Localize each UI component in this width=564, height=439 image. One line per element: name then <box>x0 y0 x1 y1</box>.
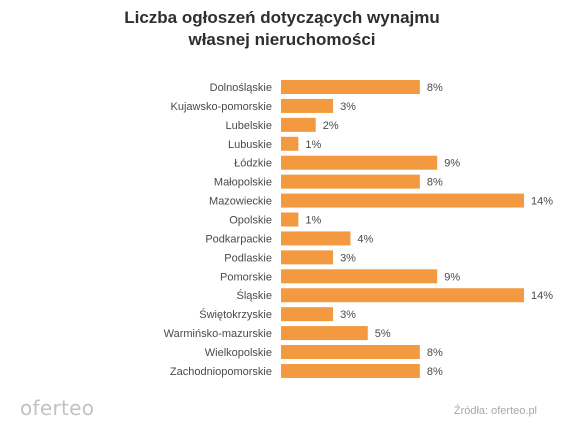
value-label: 14% <box>531 196 553 208</box>
category-label: Lubelskie <box>226 120 272 132</box>
value-label: 2% <box>323 120 339 132</box>
category-label: Podlaskie <box>224 252 272 264</box>
category-label: Podkarpackie <box>205 233 272 245</box>
value-label: 1% <box>305 139 321 151</box>
category-label: Lubuskie <box>228 139 272 151</box>
category-label: Kujawsko-pomorskie <box>171 101 272 113</box>
bar <box>281 193 524 208</box>
chart-title: Liczba ogłoszeń dotyczących wynajmu włas… <box>0 7 564 51</box>
chart-title-line-1: Liczba ogłoszeń dotyczących wynajmu <box>124 8 440 27</box>
bar <box>281 80 420 94</box>
value-label: 9% <box>444 158 460 170</box>
bar <box>281 98 334 113</box>
value-label: 5% <box>375 328 391 340</box>
bar <box>281 117 316 132</box>
bar <box>281 345 420 360</box>
value-label: 8% <box>427 82 443 94</box>
chart-title-line-2: własnej nieruchomości <box>188 30 376 49</box>
value-label: 8% <box>427 366 443 378</box>
category-label: Śląskie <box>237 289 272 302</box>
category-label: Dolnośląskie <box>210 82 272 94</box>
value-label: 8% <box>427 347 443 359</box>
category-label: Łódzkie <box>234 158 272 170</box>
bar <box>281 288 524 303</box>
category-label: Pomorskie <box>220 271 272 283</box>
bar <box>281 326 368 341</box>
bar <box>281 174 420 189</box>
bar <box>281 136 299 151</box>
bar <box>281 307 334 322</box>
category-label: Wielkopolskie <box>205 347 272 359</box>
value-label: 1% <box>305 215 321 227</box>
value-label: 14% <box>531 290 553 302</box>
value-label: 4% <box>357 233 373 245</box>
bar <box>281 250 334 265</box>
category-label: Warmińsko-mazurskie <box>164 328 272 340</box>
oferteo-logo: oferteo <box>20 396 95 420</box>
bar <box>281 269 438 284</box>
value-label: 3% <box>340 309 356 321</box>
category-label: Świętokrzyskie <box>199 308 272 321</box>
value-label: 3% <box>340 252 356 264</box>
category-label: Małopolskie <box>214 177 272 189</box>
value-label: 8% <box>427 177 443 189</box>
category-label: Opolskie <box>229 215 272 227</box>
value-label: 3% <box>340 101 356 113</box>
category-label: Zachodniopomorskie <box>170 366 272 378</box>
bar <box>281 155 438 170</box>
bar <box>281 212 299 227</box>
value-label: 9% <box>444 271 460 283</box>
bar <box>281 363 420 378</box>
bar <box>281 231 351 246</box>
source-note: Źródła: oferteo.pl <box>453 405 537 417</box>
category-label: Mazowieckie <box>209 196 272 208</box>
